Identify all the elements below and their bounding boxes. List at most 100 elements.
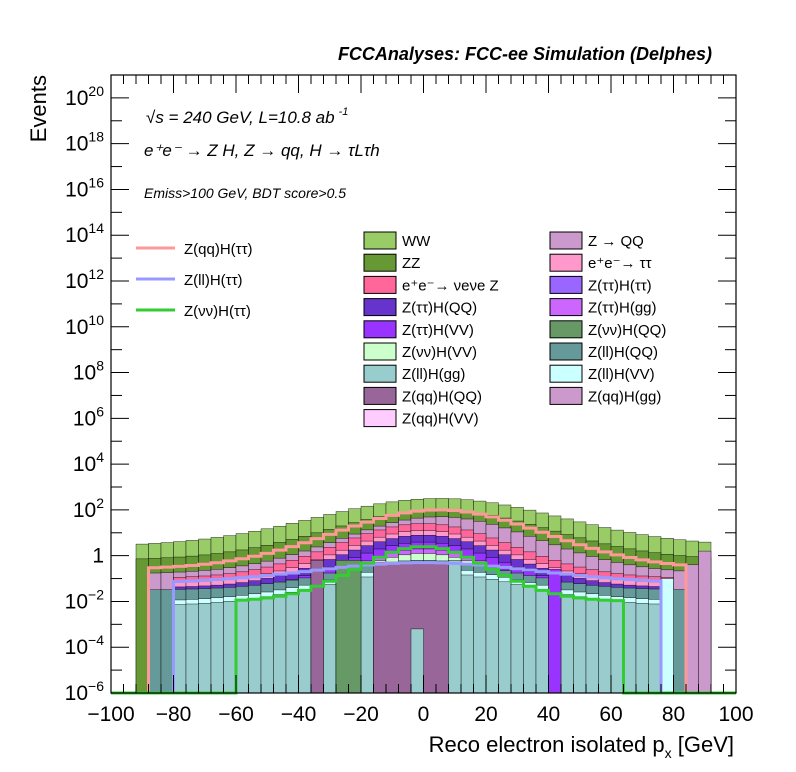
y-tick-label: 1014 — [65, 220, 104, 247]
y-axis: 10−6 10−4 10−2 1 102 104 106 108 1010 1012 1014 101… — [65, 74, 736, 705]
line-z-qq-h- — [111, 508, 736, 695]
legend-entry-label: Z(qq)H(gg) — [588, 388, 661, 405]
legend-swatch — [363, 275, 397, 294]
bar-spike-z-ll-h-gg- — [410, 628, 424, 694]
y-tick-label: 1010 — [65, 312, 104, 339]
bar-z-ll-h-gg- — [648, 603, 662, 694]
annotation-process: e⁺e⁻ → Z H, Z → qq, H → τLτh — [144, 141, 380, 160]
bar-z-ll-h-gg- — [485, 579, 499, 694]
x-tick-label: 100 — [718, 703, 753, 726]
legend-entry-label: WW — [402, 233, 431, 250]
bar-z-ll-h-gg- — [185, 603, 199, 694]
line-z-h- — [111, 545, 736, 695]
legend-entry-label: Z(ll)H(QQ) — [588, 344, 658, 361]
y-tick-label: 10−2 — [65, 586, 105, 613]
y-tick-label: 102 — [73, 495, 104, 522]
y-tick-label: 1016 — [65, 174, 104, 201]
chart-title: FCCAnalyses: FCC-ee Simulation (Delphes) — [338, 44, 712, 64]
legend-swatch — [549, 275, 583, 294]
x-tick-label: 60 — [599, 703, 622, 726]
y-tick-label: 104 — [73, 449, 104, 476]
bar-z-ll-h-gg- — [585, 598, 599, 694]
legend-swatch — [363, 364, 397, 383]
bar-z-ll-h-gg- — [273, 594, 287, 694]
bar-z-ll-h-gg- — [323, 584, 337, 694]
legend-entry-label: Z(qq)H(QQ) — [402, 388, 482, 405]
y-tick-label: 1018 — [65, 129, 104, 156]
bar-z-ll-h-qq- — [148, 589, 162, 694]
bar-spike-z-ll-h-vv- — [660, 578, 674, 694]
bar-z-ll-h-gg- — [173, 604, 187, 694]
bar-z-ll-h-qq- — [673, 589, 687, 694]
legend-swatch — [363, 231, 397, 250]
legend-swatch — [363, 386, 397, 405]
legend-swatch — [363, 298, 397, 317]
bar-z-ll-h-gg- — [510, 584, 524, 694]
bar-z-ll-h-gg- — [260, 596, 274, 694]
bar-z-ll-h-gg- — [360, 576, 374, 694]
legend-entry-label: Z(ττ)H(ττ) — [588, 277, 652, 294]
x-tick-label: −20 — [343, 703, 379, 726]
bar-z-ll-h-gg- — [598, 599, 612, 694]
bar-z-ll-h-gg- — [635, 603, 649, 694]
legend-entry-label: Z(νν)H(VV) — [402, 344, 477, 361]
y-tick-label: 1012 — [65, 266, 104, 293]
legend-entry-label: Z(qq)H(VV) — [402, 411, 479, 428]
y-axis-label: Events — [26, 75, 51, 142]
annotation-energy: √s = 240 GeV, L=10.8 ab -1 — [146, 106, 348, 127]
bar-z-ll-h-gg- — [285, 592, 299, 694]
legend-entry-label: Z(ττ)H(VV) — [402, 322, 474, 339]
bar-spike-z-h-qq- — [335, 560, 362, 694]
legend-entry-label: Z → QQ — [588, 233, 644, 250]
x-tick-label: −100 — [87, 703, 134, 726]
x-tick-label: 40 — [537, 703, 560, 726]
legend-entry-label: Z(νν)H(ττ) — [184, 303, 251, 320]
legend-swatch — [549, 231, 583, 250]
lines-layer — [111, 508, 736, 695]
bar-z-ll-h-gg- — [298, 589, 312, 694]
bar-spike-z-qq-h-qq- — [310, 560, 324, 694]
x-axis-label: Reco electron isolated px [GeV] — [429, 732, 734, 761]
legend-entry-label: Z(ττ)H(gg) — [588, 300, 657, 317]
x-tick-label: 80 — [662, 703, 685, 726]
bar-z-ll-h-gg- — [460, 574, 474, 694]
x-tick-label: −40 — [281, 703, 317, 726]
bar-z-ll-h-qq- — [160, 589, 174, 694]
y-tick-label: 108 — [73, 358, 104, 385]
legend-swatch — [549, 386, 583, 405]
bar-spike-z-ll-h-gg- — [448, 560, 462, 694]
bar-z-ll-h-gg- — [560, 594, 574, 694]
bar-z-ll-h-gg- — [623, 602, 637, 694]
legend-swatch — [363, 320, 397, 339]
legend-entry-label: Z(ll)H(VV) — [588, 366, 655, 383]
bar-z-ll-h-gg- — [498, 581, 512, 694]
legend-swatch — [549, 364, 583, 383]
legend-entry-label: Z(ll)H(ττ) — [184, 272, 243, 289]
bar-z-ll-h-gg- — [573, 596, 587, 694]
bar-z-ll-h-gg- — [235, 599, 249, 694]
stack-layer — [135, 498, 712, 694]
legend-entry-label: e⁺e⁻→ νeνe Z — [402, 277, 499, 294]
bar-z-ll-h-gg- — [610, 601, 624, 694]
legend-entry-label: Z(ττ)H(QQ) — [402, 300, 477, 317]
bar-spike-z-qq-h-gg- — [698, 550, 712, 694]
legend: Z(qq)H(ττ) Z(ll)H(ττ) Z(νν)H(ττ) WW ZZ e⁺e⁻→ … — [136, 231, 666, 428]
line-z-ll-h- — [111, 561, 736, 695]
legend-entry-label: e⁺e⁻→ ττ — [588, 255, 652, 272]
bar-z-ll-h-gg- — [198, 603, 212, 694]
y-tick-label: 1020 — [65, 83, 104, 110]
y-tick-label: 10−6 — [65, 678, 105, 705]
legend-entry-label: Z(qq)H(ττ) — [184, 241, 253, 258]
bar-z-ll-h-gg- — [223, 601, 237, 694]
bar-z-ll-h-gg- — [210, 602, 224, 694]
legend-swatch — [549, 320, 583, 339]
bar-z-ll-h-gg- — [473, 576, 487, 694]
bar-spike-z-h-vv- — [548, 569, 562, 694]
legend-entry-label: ZZ — [402, 255, 420, 272]
legend-entry-label: Z(νν)H(QQ) — [588, 322, 666, 339]
x-tick-label: 0 — [418, 703, 430, 726]
legend-swatch — [363, 253, 397, 272]
y-tick-label: 106 — [73, 403, 104, 430]
legend-swatch — [549, 253, 583, 272]
